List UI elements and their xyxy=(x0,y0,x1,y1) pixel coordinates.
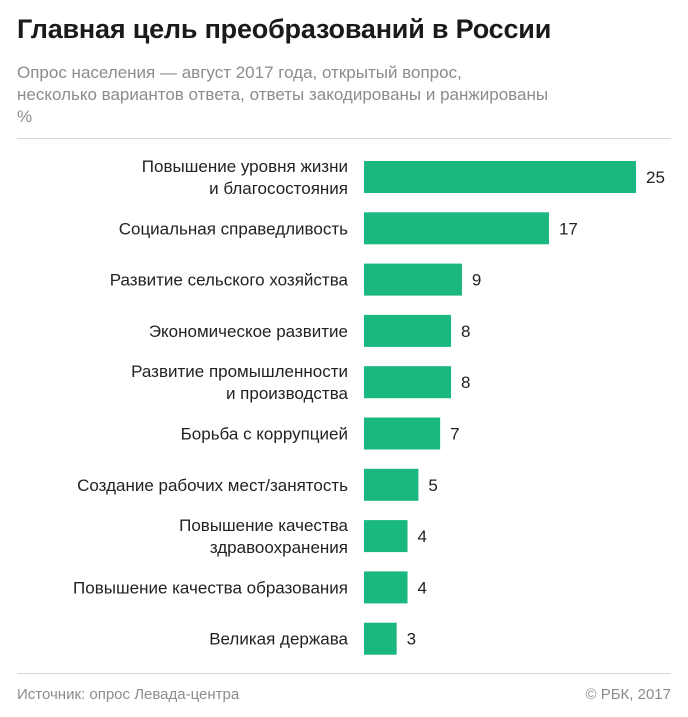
bar-8 xyxy=(364,520,408,553)
copyright-note: © РБК, 2017 xyxy=(585,686,671,703)
category-label-5-line-1: Развитие промышленности xyxy=(131,362,348,381)
category-label-1-line-1: Повышение уровня жизни xyxy=(142,157,348,176)
bar-value-label-6: 7 xyxy=(450,425,459,444)
category-label-9: Повышение качества образования xyxy=(73,578,348,597)
category-label-8-line-1: Повышение качества xyxy=(179,516,348,535)
category-label-3: Развитие сельского хозяйства xyxy=(110,271,349,290)
bar-value-label-4: 8 xyxy=(461,322,470,341)
source-note: Источник: опрос Левада-центра xyxy=(17,686,240,703)
category-label-6: Борьба с коррупцией xyxy=(181,425,348,444)
bar-10 xyxy=(364,622,397,655)
category-label-2: Социальная справедливость xyxy=(119,219,348,238)
bar-value-label-7: 5 xyxy=(428,476,437,495)
bar-6 xyxy=(364,417,441,450)
chart-title: Главная цель преобразований в России xyxy=(17,14,552,44)
category-label-7: Создание рабочих мест/занятость xyxy=(77,476,348,495)
bar-3 xyxy=(364,263,462,296)
bar-4 xyxy=(364,314,452,347)
chart-subtitle: Опрос населения — август 2017 года, откр… xyxy=(17,62,677,128)
bar-value-label-1: 25 xyxy=(646,168,665,187)
bar-value-label-2: 17 xyxy=(559,219,578,238)
category-label-1-line-2: и благосостояния xyxy=(209,179,348,198)
bar-value-label-9: 4 xyxy=(418,578,427,597)
bar-value-label-3: 9 xyxy=(472,271,481,290)
bar-value-label-8: 4 xyxy=(418,527,427,546)
category-label-8-line-2: здравоохранения xyxy=(210,538,348,557)
bar-2 xyxy=(364,212,549,245)
bottom-divider xyxy=(17,673,671,674)
bar-9 xyxy=(364,571,408,604)
category-label-5-line-2: и производства xyxy=(226,384,349,403)
subtitle-unit: % xyxy=(17,107,33,126)
bar-value-label-5: 8 xyxy=(461,373,470,392)
subtitle-line-1: Опрос населения — август 2017 года, откр… xyxy=(17,63,462,82)
bar-1 xyxy=(364,161,636,193)
bar-value-label-10: 3 xyxy=(407,630,416,649)
bar-7 xyxy=(364,468,419,501)
top-divider xyxy=(17,138,671,139)
category-label-4: Экономическое развитие xyxy=(149,322,348,341)
subtitle-line-2: несколько вариантов ответа, ответы закод… xyxy=(17,85,549,104)
category-label-10: Великая держава xyxy=(209,630,348,649)
bar-5 xyxy=(364,366,452,399)
